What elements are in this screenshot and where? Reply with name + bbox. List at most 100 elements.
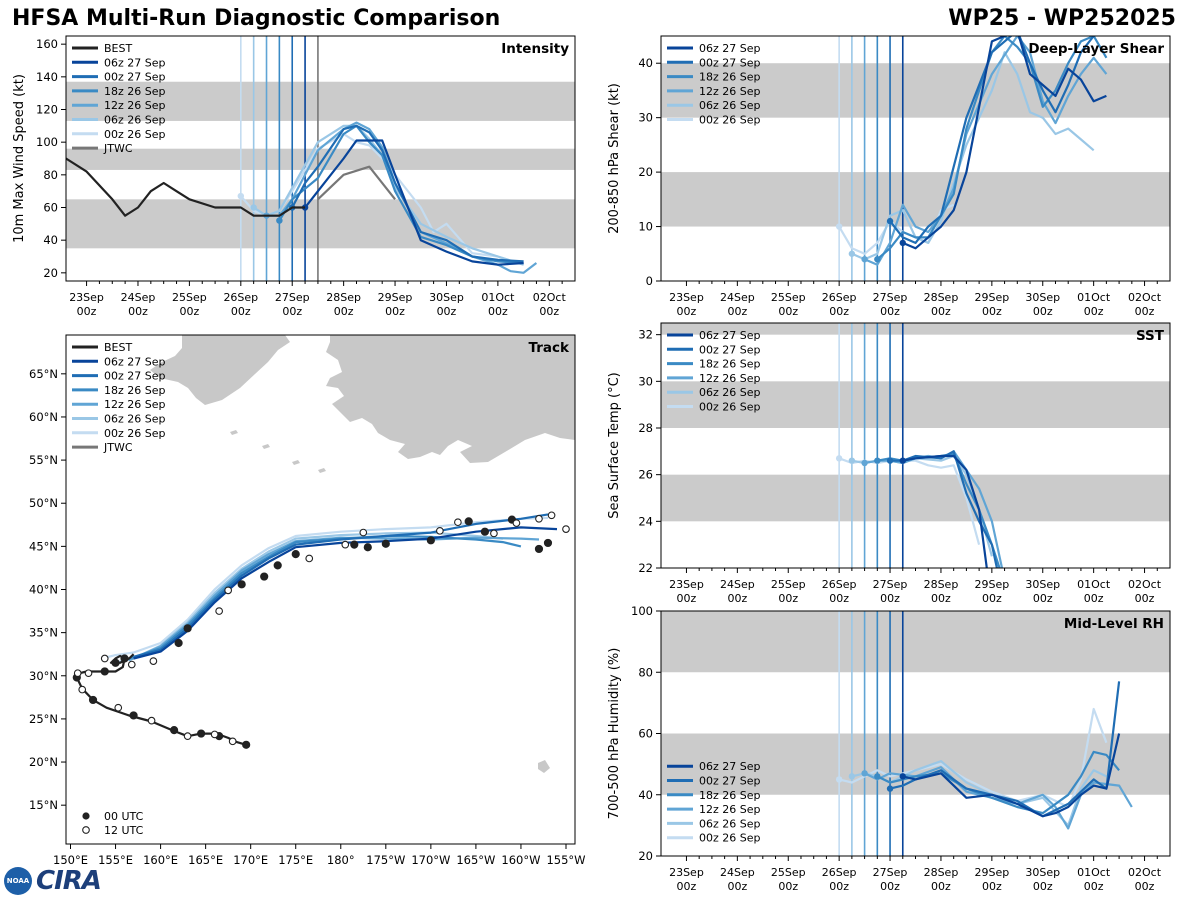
intensity-band-2 [66, 81, 575, 121]
sst-xtick-label-date: 24Sep [720, 578, 755, 591]
track-legend-label: 12z 26 Sep [104, 398, 166, 411]
rh-ytick-label: 20 [638, 849, 653, 863]
page-title: HFSA Multi-Run Diagnostic Comparison [12, 6, 501, 31]
intensity-xtick-label-date: 29Sep [378, 291, 413, 304]
intensity-legend-label: 18z 26 Sep [104, 85, 166, 98]
sst-xtick-label-date: 02Oct [1128, 578, 1162, 591]
sst-legend-label: 18z 26 Sep [699, 358, 761, 371]
shear-xtick-label-date: 29Sep [974, 291, 1009, 304]
intensity-ytick-label: 140 [36, 70, 58, 84]
intensity-xtick-label-hour: 00z [488, 305, 508, 318]
track-ytick-label: 35°N [29, 626, 58, 640]
intensity-xtick-label-hour: 00z [539, 305, 559, 318]
intensity-xtick-label-date: 02Oct [533, 291, 567, 304]
track-marker-12utc [183, 732, 192, 741]
sst-start-point [835, 455, 843, 462]
shear-ytick-label: 30 [638, 111, 653, 125]
intensity-legend-label: 00z 27 Sep [104, 71, 166, 84]
intensity-band-1 [66, 148, 575, 170]
shear-ylabel: 200-850 hPa Shear (kt) [607, 83, 622, 234]
rh-start-point [835, 776, 843, 783]
intensity-ytick-label: 160 [36, 37, 58, 51]
track-marker-12utc [454, 518, 462, 527]
track-marker-12utc [547, 511, 556, 520]
rh-legend-label: 00z 27 Sep [699, 775, 761, 788]
track-marker-00utc [260, 572, 269, 581]
shear-start-point [874, 256, 881, 263]
sst-start-point [874, 457, 881, 464]
track-marker-00utc [111, 658, 120, 667]
sst-xtick-label-hour: 00z [880, 592, 900, 605]
shear-xtick-label-hour: 00z [727, 305, 747, 318]
intensity-xtick-label-hour: 00z [282, 305, 302, 318]
sst-ytick-label: 22 [638, 561, 653, 575]
rh-legend-label: 12z 26 Sep [699, 803, 761, 816]
intensity-panel-title: Intensity [501, 41, 569, 57]
intensity-xtick-label-date: 28Sep [326, 291, 361, 304]
rh-plot-area [661, 611, 1170, 856]
sst-panel-title: SST [1136, 328, 1165, 344]
track-legend-label: 00z 27 Sep [104, 370, 166, 383]
sst-ytick-label: 30 [638, 374, 653, 388]
track-marker-12utc [215, 607, 224, 615]
track-marker-12utc [84, 669, 93, 678]
track-marker-00utc [350, 540, 359, 549]
track-xtick-label: 155°W [546, 853, 585, 867]
shear-xtick-label-date: 02Oct [1128, 291, 1162, 304]
rh-xtick-label-hour: 00z [880, 880, 900, 893]
rh-xtick-label-date: 01Oct [1077, 866, 1111, 879]
shear-legend-label: 06z 26 Sep [699, 99, 761, 112]
track-ytick-label: 50°N [29, 496, 58, 510]
rh-xtick-label-hour: 00z [982, 880, 1002, 893]
rh-xtick-label-hour: 00z [677, 880, 697, 893]
track-marker-12utc [562, 525, 570, 533]
shear-ytick-label: 10 [638, 220, 653, 234]
track-marker-12utc [114, 703, 123, 712]
sst-band-1 [661, 381, 1170, 428]
track-legend-label: 06z 26 Sep [104, 413, 166, 426]
intensity-xtick-label-date: 25Sep [172, 291, 207, 304]
sst-legend-label: 12z 26 Sep [699, 372, 761, 385]
intensity-start-point [237, 192, 245, 200]
intensity-series-06z-26-sep [253, 124, 524, 266]
sst-xtick-label-hour: 00z [982, 592, 1002, 605]
track-ytick-label: 60°N [29, 410, 58, 424]
sst-xtick-label-date: 29Sep [974, 578, 1009, 591]
intensity-legend-label: JTWC [103, 142, 133, 155]
sst-xtick-label-date: 27Sep [873, 578, 908, 591]
intensity-xtick-label-hour: 00z [334, 305, 354, 318]
track-marker-12utc [224, 586, 233, 595]
track-xtick-label: 175°E [278, 853, 313, 867]
shear-band-1 [661, 63, 1170, 118]
track-xtick-label: 160°E [143, 853, 178, 867]
track-ytick-label: 55°N [29, 453, 58, 467]
shear-xtick-label-hour: 00z [931, 305, 951, 318]
hawaii-islands [538, 760, 550, 773]
track-marker-00utc [426, 536, 435, 545]
shear-start-point [848, 250, 856, 257]
intensity-series-06z-27-sep [304, 139, 524, 266]
intensity-xtick-label-date: 30Sep [429, 291, 464, 304]
track-marker-00utc [381, 539, 390, 548]
sst-ytick-label: 24 [638, 514, 653, 528]
track-marker-00utc [464, 517, 473, 526]
track-xtick-label: 165°W [456, 853, 495, 867]
intensity-ytick-label: 120 [36, 103, 58, 117]
intensity-legend-label: 00z 26 Sep [104, 128, 166, 141]
track-plot-area [72, 511, 570, 749]
track-marker-00utc [363, 543, 372, 552]
rh-ytick-label: 80 [638, 665, 653, 679]
shear-start-point [899, 239, 906, 247]
rh-xtick-label-date: 28Sep [924, 866, 959, 879]
shear-xtick-label-date: 01Oct [1077, 291, 1111, 304]
track-ytick-label: 30°N [29, 669, 58, 683]
sst-start-point [861, 459, 868, 467]
shear-xtick-label-date: 27Sep [873, 291, 908, 304]
track-legend-label: 00z 26 Sep [104, 427, 166, 440]
track-marker-12utc [100, 654, 109, 663]
track-marker-00utc [129, 711, 138, 720]
sst-start-point [848, 457, 856, 464]
track-xtick-label: 175°W [366, 853, 405, 867]
shear-xtick-label-date: 24Sep [720, 291, 755, 304]
